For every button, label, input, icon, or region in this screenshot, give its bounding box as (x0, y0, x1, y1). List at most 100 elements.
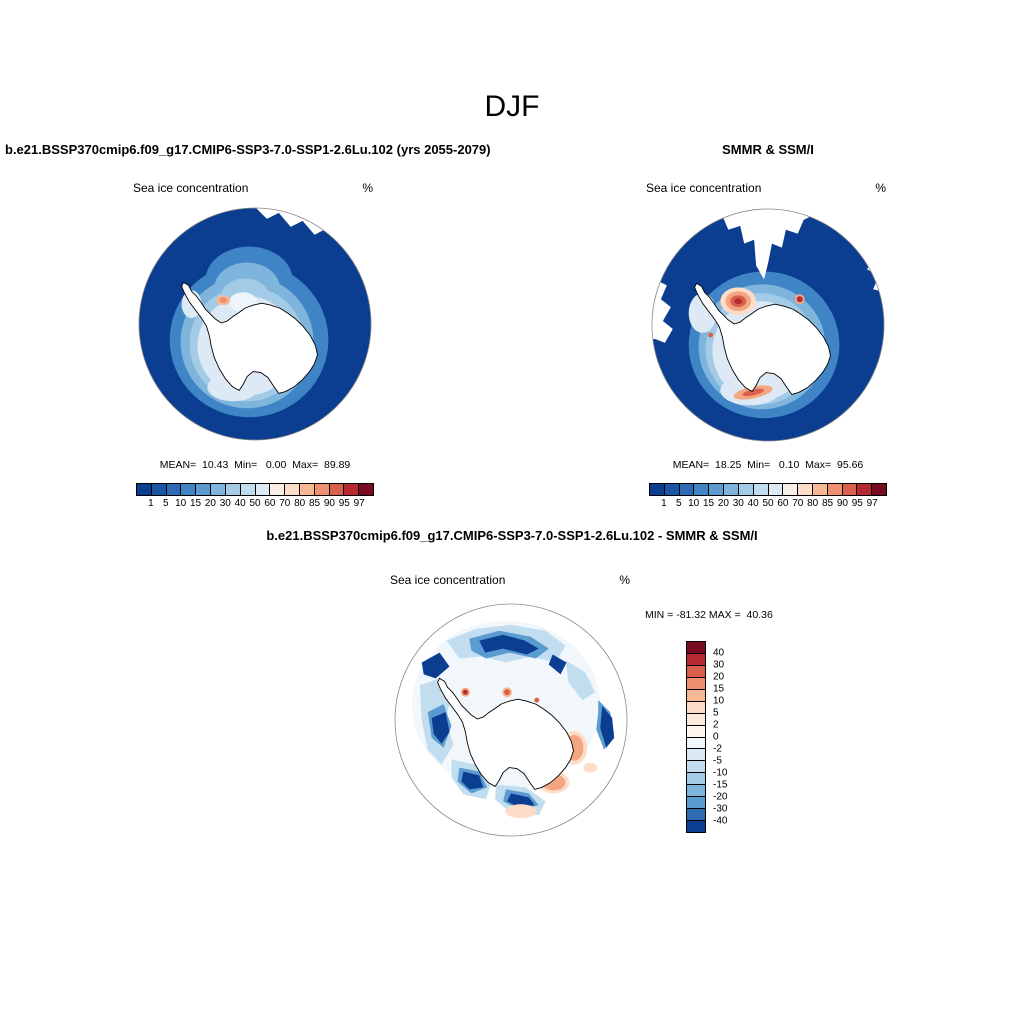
diff-colorbar: 40 30 20 15 10 5 2 0 -2 -5 -10 -15 -20 -30 -40 (686, 641, 727, 833)
obs-colorbar: 1 5 10 15 20 30 40 50 60 70 80 85 90 95 97 (649, 483, 887, 509)
colorbar-tick-label: 20 (713, 671, 725, 683)
diff-map (394, 603, 628, 837)
colorbar-cell (738, 484, 754, 495)
colorbar-cell (687, 761, 705, 774)
colorbar-cell (687, 785, 705, 798)
colorbar-cell (151, 484, 167, 495)
colorbar-tick-label: 95 (338, 498, 350, 509)
diff-negative-patches (419, 624, 615, 816)
colorbar-cell (783, 484, 799, 495)
colorbar-cell (827, 484, 843, 495)
colorbar-tick-label: 10 (688, 498, 700, 509)
map-boundary-circle (394, 603, 628, 837)
colorbar-cell (255, 484, 271, 495)
colorbar-tick-label: 15 (189, 498, 202, 509)
colorbar-cell (687, 797, 705, 810)
colorbar-cell (798, 484, 813, 495)
colorbar-tick-label: 60 (264, 498, 276, 509)
diff-field-label: Sea ice concentration (390, 573, 506, 587)
colorbar-cell (857, 484, 873, 495)
colorbar-tick-label: 95 (851, 498, 863, 509)
colorbar-cell (687, 809, 705, 822)
colorbar-cell (664, 484, 680, 495)
colorbar-tick-label: 1 (148, 498, 154, 509)
diff-units-label: % (619, 573, 630, 587)
colorbar-cells (686, 641, 706, 833)
colorbar-cell (687, 749, 705, 762)
model-map (138, 207, 372, 441)
colorbar-cell (650, 484, 665, 495)
colorbar-tick-label: 40 (747, 498, 759, 509)
colorbar-cell (181, 484, 197, 495)
model-stats: MEAN= 10.43 Min= 0.00 Max= 89.89 (159, 459, 351, 471)
model-high-concentration-spot (216, 295, 231, 306)
colorbar-tick-label: 15 (713, 683, 725, 695)
colorbar-tick-label: 60 (777, 498, 789, 509)
obs-field-label: Sea ice concentration (646, 181, 762, 195)
colorbar-tick-label: 97 (866, 498, 878, 509)
colorbar-cell (687, 737, 705, 750)
colorbar-cell (687, 677, 705, 690)
colorbar-cell (768, 484, 784, 495)
colorbar-cell (724, 484, 739, 495)
colorbar-cell (753, 484, 769, 495)
colorbar-tick-label: 97 (353, 498, 365, 509)
diff-panel-title: b.e21.BSSP370cmip6.f09_g17.CMIP6-SSP3-7.… (266, 528, 758, 543)
colorbar-tick-label: 10 (175, 498, 187, 509)
colorbar-cell (872, 484, 886, 495)
colorbar-cell (687, 725, 705, 738)
colorbar-tick-label: 30 (219, 498, 231, 509)
colorbar-tick-label: -30 (713, 803, 728, 815)
colorbar-cells (649, 483, 887, 496)
colorbar-tick-label: 0 (713, 731, 719, 743)
colorbar-tick-label: 50 (249, 498, 261, 509)
colorbar-cell (270, 484, 286, 495)
colorbar-tick-label: 2 (713, 719, 719, 731)
colorbar-cell (137, 484, 152, 495)
colorbar-tick-label: 5 (713, 707, 719, 719)
colorbar-ticks: 40 30 20 15 10 5 2 0 -2 -5 -10 -15 -20 -30 -40 (713, 641, 753, 833)
colorbar-tick-label: -10 (713, 767, 728, 779)
colorbar-cell (299, 484, 315, 495)
colorbar-tick-label: 80 (807, 498, 819, 509)
model-units-label: % (362, 181, 373, 195)
colorbar-tick-label: 90 (323, 498, 335, 509)
colorbar-tick-label: 30 (732, 498, 744, 509)
colorbar-cells (136, 483, 374, 496)
colorbar-cell (687, 773, 705, 786)
colorbar-cell (225, 484, 241, 495)
colorbar-tick-label: 70 (279, 498, 291, 509)
colorbar-tick-label: -15 (713, 779, 728, 791)
colorbar-cell (285, 484, 300, 495)
obs-field-row: Sea ice concentration % (646, 181, 886, 195)
colorbar-tick-label: 1 (661, 498, 667, 509)
colorbar-tick-label: -20 (713, 791, 728, 803)
colorbar-cell (196, 484, 212, 495)
figure-title: DJF (484, 90, 540, 123)
model-field-row: Sea ice concentration % (133, 181, 373, 195)
colorbar-cell (314, 484, 330, 495)
colorbar-cell (709, 484, 725, 495)
colorbar-tick-label: 10 (713, 695, 725, 707)
colorbar-tick-label: 15 (702, 498, 715, 509)
obs-coastal-high-concentration-streak (733, 385, 773, 400)
model-panel-title: b.e21.BSSP370cmip6.f09_g17.CMIP6-SSP3-7.… (5, 142, 491, 157)
model-colorbar: 1 5 10 15 20 30 40 50 60 70 80 85 90 95 97 (136, 483, 374, 509)
colorbar-cell (240, 484, 256, 495)
colorbar-tick-label: 20 (717, 498, 729, 509)
colorbar-cell (687, 713, 705, 726)
colorbar-tick-label: 70 (792, 498, 804, 509)
obs-panel-title: SMMR & SSM/I (722, 142, 814, 157)
colorbar-cell (687, 653, 705, 666)
colorbar-ticks: 1 5 10 15 20 30 40 50 60 70 80 85 90 95 97 (136, 496, 374, 509)
colorbar-tick-label: 80 (294, 498, 306, 509)
colorbar-cell (687, 821, 705, 832)
colorbar-cell (166, 484, 182, 495)
colorbar-tick-label: 5 (162, 498, 169, 509)
colorbar-cell (842, 484, 858, 495)
colorbar-tick-label: 50 (762, 498, 774, 509)
obs-map (651, 208, 885, 442)
map-boundary-circle (138, 207, 372, 441)
colorbar-tick-label: -40 (713, 815, 728, 827)
